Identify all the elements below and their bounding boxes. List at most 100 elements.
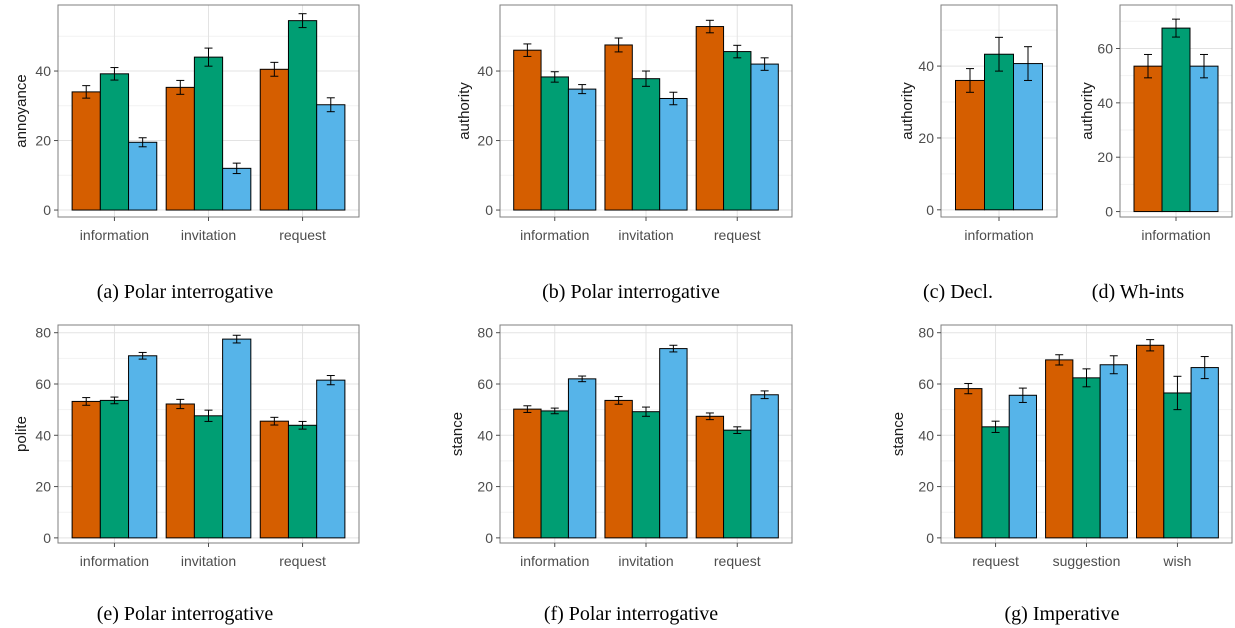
y-tick-label: 20 [35,479,51,495]
bar-information-s2 [1161,27,1191,213]
y-tick-label: 20 [1097,149,1113,165]
bar-request-s2 [723,51,752,211]
bar-information-s3 [128,141,158,211]
y-tick-label: 0 [926,530,934,546]
y-tick-label: 20 [918,130,934,146]
y-tick-label: 80 [35,325,51,341]
y-tick-label: 80 [918,325,934,341]
bar-information-s1 [513,408,542,539]
x-tick-label-invitation: invitation [181,553,236,569]
y-axis-label: authority [456,82,473,140]
y-tick-label: 40 [477,427,493,443]
y-tick-label: 20 [918,479,934,495]
chart-panel-d: 0 20 40 60 information authority (d) Wh-ints [1079,4,1233,303]
y-tick-label: 60 [35,376,51,392]
panel-caption: (d) Wh-ints [1092,281,1185,303]
bar-invitation-s1 [604,399,633,539]
bar-invitation-s1 [604,44,633,211]
bar-request-s1 [954,388,983,539]
panel-caption: (c) Decl. [923,281,993,303]
x-tick-label-suggestion: suggestion [1053,553,1121,569]
x-tick-label-request: request [714,553,761,569]
bar-information-s1 [71,91,101,211]
bar-request-s2 [723,429,752,539]
y-tick-label: 60 [1097,40,1113,56]
y-tick-label: 40 [918,427,934,443]
bar-information-s2 [99,73,130,211]
x-tick-label-request: request [279,553,326,569]
bar-invitation-s3 [222,167,252,211]
bar-wish-s1 [1136,344,1165,539]
bar-information-s1 [513,49,542,211]
bar-information-s3 [567,378,597,539]
bar-request-s3 [316,379,346,539]
y-tick-label: 40 [477,63,493,79]
x-tick-label-request: request [714,227,761,243]
bar-information-s2 [984,53,1014,211]
chart-panel-b: 0 20 40 information invitation request authori… [456,4,793,303]
bar-information-s2 [540,76,569,211]
bar-request-s3 [1008,394,1037,539]
x-tick-label-wish: wish [1162,553,1191,569]
bar-invitation-s2 [193,56,224,211]
x-tick-label-invitation: invitation [618,553,673,569]
y-tick-label: 40 [918,58,934,74]
bar-information-s2 [99,399,130,539]
bar-request-s1 [695,26,725,211]
y-tick-label: 20 [477,133,493,149]
y-axis-label: polite [13,416,30,452]
bar-suggestion-s3 [1099,364,1128,539]
y-tick-label: 60 [918,376,934,392]
x-tick-label-invitation: invitation [618,227,673,243]
panel-caption: (a) Polar interrogative [97,281,274,303]
y-tick-label: 20 [477,479,493,495]
bar-information-s2 [540,410,569,539]
x-tick-label-information: information [1141,227,1210,243]
bar-information-s1 [71,400,101,539]
bar-invitation-s1 [165,403,195,539]
y-axis-label: authority [899,82,916,140]
chart-panel-c: 0 20 40 information authority (c) Decl. [899,4,1058,303]
bar-invitation-s2 [631,78,661,211]
chart-panel-f: 0 20 40 60 80 information invitation request sta… [449,324,793,625]
y-tick-label: 40 [1097,95,1113,111]
bar-request-s3 [750,63,779,211]
x-tick-label-information: information [964,227,1033,243]
y-tick-label: 40 [35,427,51,443]
bar-suggestion-s2 [1072,377,1101,539]
bar-invitation-s3 [659,348,688,539]
x-tick-label-information: information [80,227,149,243]
bar-information-s3 [1013,63,1043,211]
x-tick-label-request: request [279,227,326,243]
bar-request-s1 [259,68,289,211]
y-tick-label: 40 [35,63,51,79]
bar-information-s1 [955,79,985,211]
bar-request-s1 [259,420,289,539]
bar-request-s2 [981,426,1010,539]
bar-information-s3 [567,88,597,211]
bar-invitation-s3 [222,338,252,539]
y-tick-label: 0 [1105,204,1113,220]
y-tick-label: 0 [926,202,934,218]
bar-request-s2 [287,20,318,211]
bar-information-s3 [1189,65,1219,213]
x-tick-label-information: information [520,553,589,569]
bar-invitation-s1 [165,86,195,211]
panel-caption: (e) Polar interrogative [97,603,274,625]
bar-information-s3 [128,355,158,539]
y-tick-label: 20 [35,133,51,149]
bar-suggestion-s1 [1045,359,1074,539]
bar-wish-s3 [1190,367,1219,539]
panel-caption: (g) Imperative [1005,603,1120,625]
y-tick-label: 0 [43,530,51,546]
chart-panel-a: 0 20 40 information invitation request annoyan… [13,4,360,303]
x-tick-label-information: information [80,553,149,569]
y-axis-label: authority [1079,82,1096,140]
y-tick-label: 0 [43,202,51,218]
bar-request-s2 [287,424,318,539]
bar-information-s1 [1133,65,1163,213]
panel-caption: (b) Polar interrogative [542,281,720,303]
y-tick-label: 60 [477,376,493,392]
bar-request-s3 [750,394,779,539]
